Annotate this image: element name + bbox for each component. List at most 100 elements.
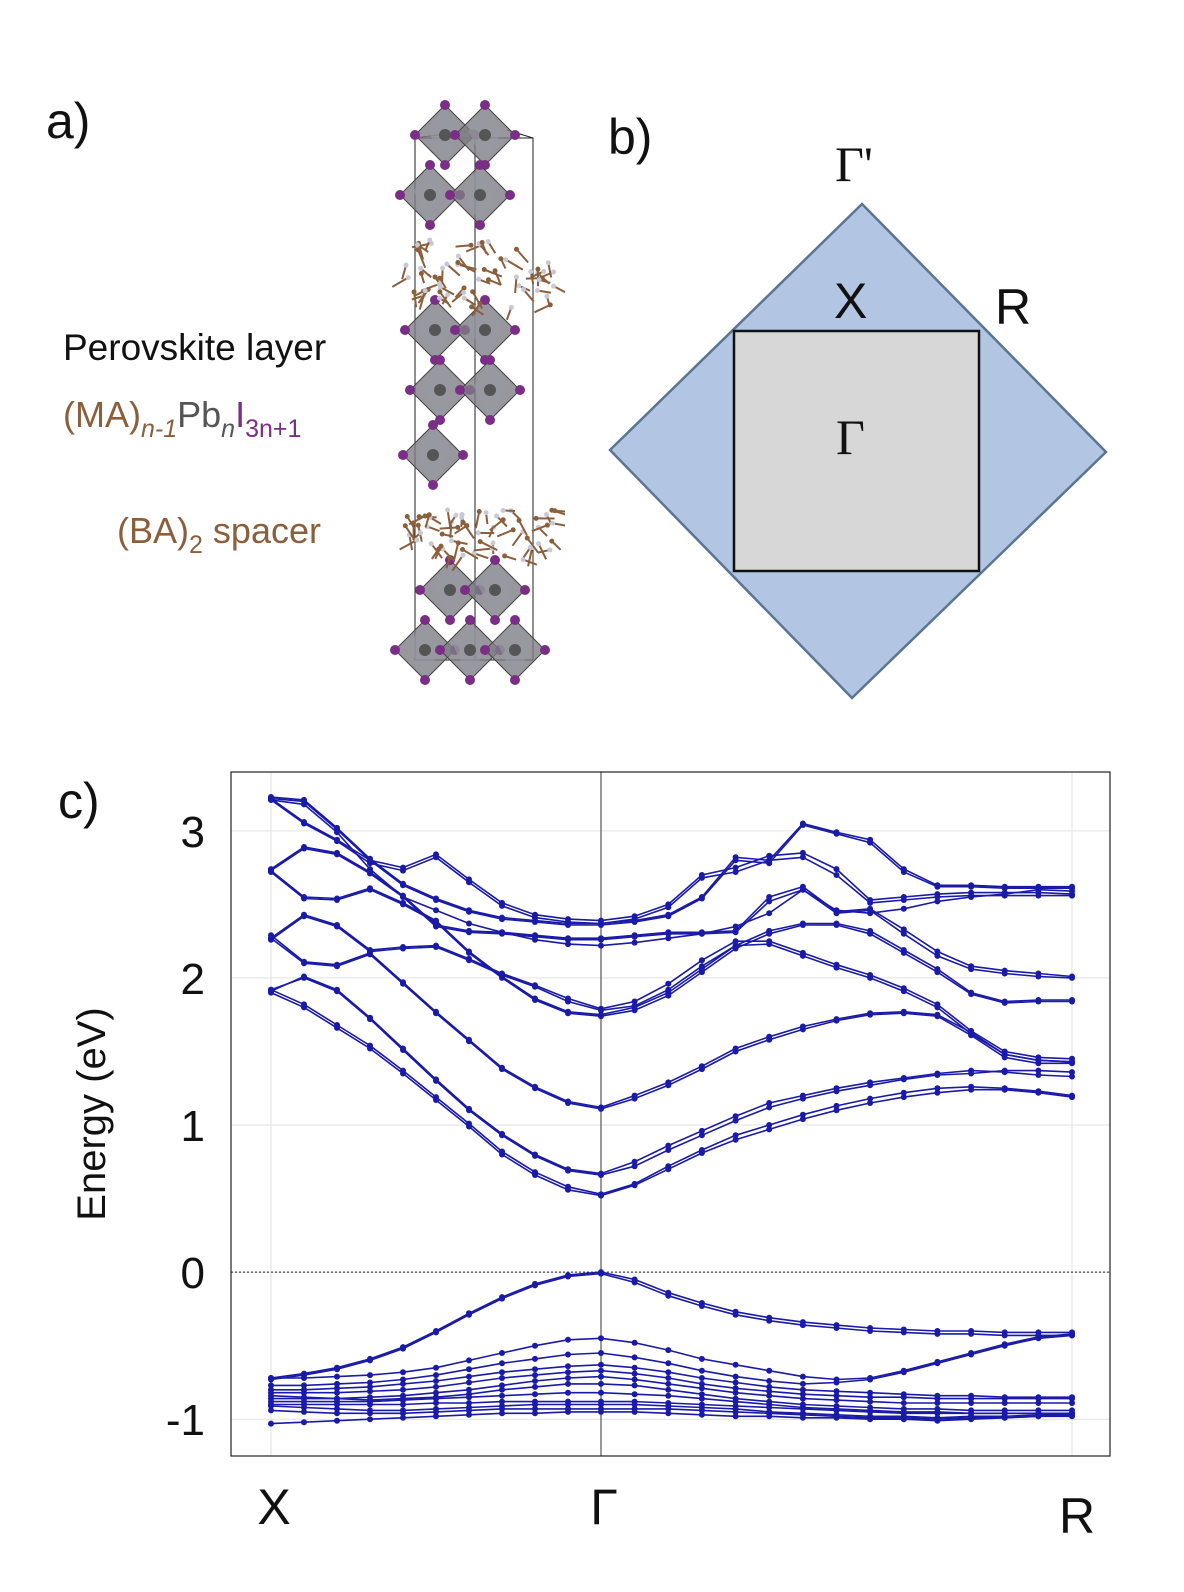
organic-bond xyxy=(446,263,461,277)
organic-bond xyxy=(418,290,427,310)
band-point xyxy=(799,1386,806,1393)
band-point xyxy=(532,1401,538,1408)
band-cb14 xyxy=(268,795,1075,924)
band-point xyxy=(1035,1413,1042,1420)
band-point xyxy=(900,1008,907,1015)
organic-bond xyxy=(496,528,514,538)
organic-bond xyxy=(439,291,452,308)
band-point xyxy=(367,947,373,953)
band-point xyxy=(301,958,307,965)
band-point xyxy=(968,1351,975,1358)
octahedron xyxy=(435,615,505,685)
organic-atom xyxy=(461,285,467,291)
organic-bond xyxy=(457,261,476,273)
band-point xyxy=(301,1389,307,1396)
band-point xyxy=(968,1416,975,1423)
band-point xyxy=(598,1389,604,1396)
band-point xyxy=(268,1420,274,1427)
organic-atom xyxy=(461,295,467,301)
band-point xyxy=(732,1389,739,1396)
organic-atom xyxy=(483,510,489,516)
band-point xyxy=(268,794,274,800)
band-point xyxy=(466,955,472,962)
band-point xyxy=(598,1367,604,1374)
organic-bond xyxy=(462,548,479,560)
band-cb17 xyxy=(268,794,1075,927)
organic-atom xyxy=(490,540,496,546)
crystal-structure-illustration xyxy=(390,100,565,685)
band-point xyxy=(766,1383,773,1390)
band-cb16 xyxy=(268,795,1075,928)
band-point xyxy=(833,1016,840,1023)
band-point xyxy=(900,985,907,992)
band-point xyxy=(766,1367,773,1374)
band-point xyxy=(766,894,773,900)
band-point xyxy=(867,836,874,843)
band-point xyxy=(867,1376,874,1383)
band-point xyxy=(631,1382,638,1389)
band-point xyxy=(499,914,505,921)
band-point xyxy=(400,1414,406,1421)
band-point xyxy=(698,1063,705,1070)
organic-bond xyxy=(518,519,528,536)
band-point xyxy=(1035,1072,1042,1078)
band-point xyxy=(665,989,672,996)
organic-atom xyxy=(453,512,459,518)
organic-atom xyxy=(417,530,423,536)
octahedron xyxy=(480,615,550,685)
band-point xyxy=(433,895,439,902)
organic-atom xyxy=(536,277,542,283)
organic-atom xyxy=(513,246,519,252)
band-line xyxy=(270,1403,1072,1419)
band-point xyxy=(665,1392,672,1399)
band-point xyxy=(631,1279,638,1286)
band-point xyxy=(631,939,638,946)
band-point xyxy=(367,1401,373,1408)
organic-atom xyxy=(475,530,481,536)
band-point xyxy=(466,927,472,934)
band-point xyxy=(433,1383,439,1390)
band-point xyxy=(631,1004,638,1011)
organic-atom xyxy=(520,557,526,563)
organic-atom xyxy=(403,262,409,268)
band-point xyxy=(367,855,373,862)
band-point xyxy=(665,1292,672,1299)
organic-bond xyxy=(527,547,534,567)
band-point xyxy=(732,1373,739,1380)
band-point xyxy=(732,1132,739,1139)
band-point xyxy=(732,927,739,934)
band-point xyxy=(499,1375,505,1381)
band-point xyxy=(766,852,773,859)
organic-atom xyxy=(477,300,483,306)
organic-spacer-molecules xyxy=(391,237,565,572)
band-point xyxy=(665,1405,672,1412)
band-point xyxy=(867,927,874,934)
band-point xyxy=(499,929,505,936)
band-point xyxy=(532,932,538,939)
band-point xyxy=(466,1036,472,1043)
band-point xyxy=(268,1375,274,1381)
band-point xyxy=(598,1350,604,1356)
band-point xyxy=(631,1354,638,1361)
band-point xyxy=(732,942,739,949)
band-point xyxy=(631,1163,638,1170)
band-vb13 xyxy=(268,1408,1075,1427)
band-point xyxy=(698,1132,705,1139)
organic-bond xyxy=(453,542,460,561)
band-point xyxy=(732,869,739,875)
band-point xyxy=(1069,1395,1075,1402)
band-point xyxy=(766,857,773,864)
band-point xyxy=(799,1395,806,1402)
band-point xyxy=(698,966,705,973)
organic-bond xyxy=(489,518,504,532)
band-point xyxy=(934,1330,941,1337)
band-point xyxy=(833,1407,840,1414)
band-point xyxy=(900,1394,907,1401)
organic-atom xyxy=(485,239,491,245)
organic-atom xyxy=(551,269,557,275)
organic-atom xyxy=(415,247,421,253)
band-point xyxy=(433,942,439,949)
band-line xyxy=(270,797,1073,922)
band-point xyxy=(433,1077,439,1084)
band-point xyxy=(900,1076,907,1083)
